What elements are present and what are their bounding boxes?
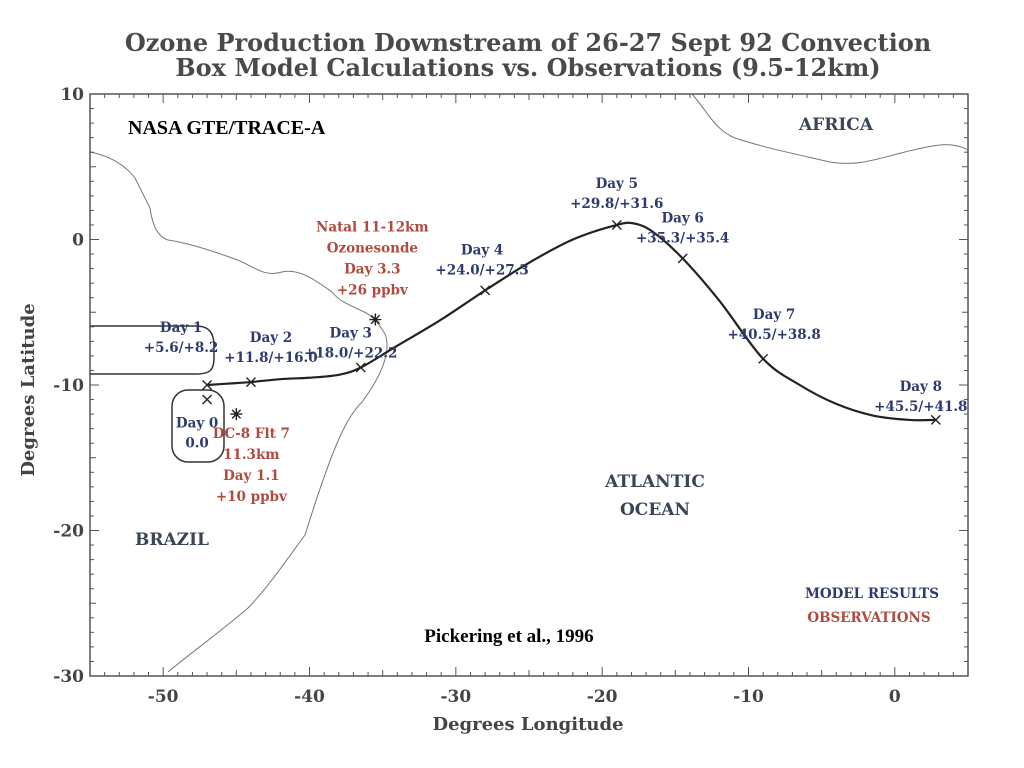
day-marker — [480, 285, 491, 296]
day-label: Day 1 — [160, 320, 202, 336]
day-value-label: 0.0 — [185, 436, 209, 452]
observation-label: Natal 11-12km — [316, 220, 429, 236]
day-value-label: +11.8/+16.0 — [224, 350, 317, 366]
y-tick-label: -20 — [53, 522, 84, 542]
day-label: Day 7 — [753, 307, 795, 323]
day-labels: Day 0 0.0 Day 1 +5.6/+8.2 Day 2 +11.8/+16.0 Da… — [144, 176, 968, 505]
day-label: Day 0 — [176, 416, 218, 432]
day-marker — [611, 219, 622, 230]
observation-markers — [230, 313, 382, 421]
day-label: Day 4 — [461, 242, 503, 258]
ocean-label-line1: ATLANTIC — [604, 472, 705, 492]
day-marker — [758, 353, 769, 364]
day-value-label: +24.0/+27.3 — [435, 262, 528, 278]
day-value-label: +35.3/+35.4 — [636, 230, 729, 246]
trajectory-line — [206, 221, 936, 422]
y-tick-label: 0 — [72, 231, 84, 251]
y-axis-label: Degrees Latitude — [18, 303, 39, 476]
x-axis: -50 -40 -30 -20 -10 0 — [89, 94, 969, 707]
legend-model: MODEL RESULTS — [805, 586, 939, 602]
ocean-label-line2: OCEAN — [620, 500, 690, 520]
africa-label: AFRICA — [798, 115, 874, 135]
day-marker — [930, 414, 941, 425]
day-marker — [245, 377, 256, 388]
day1-enclosure — [90, 325, 215, 375]
day-value-label: +18.0/+22.2 — [304, 346, 397, 362]
x-tick-label: -50 — [148, 687, 179, 707]
day-label: Day 3 — [330, 326, 372, 342]
day-marker — [355, 362, 366, 373]
x-axis-label: Degrees Longitude — [432, 714, 623, 735]
day-label: Day 6 — [661, 210, 703, 226]
citation: Pickering et al., 1996 — [424, 626, 593, 647]
day-marker — [677, 253, 688, 264]
observation-label: +10 ppbv — [216, 489, 288, 505]
y-tick-label: -30 — [53, 667, 84, 687]
x-tick-label: -10 — [733, 687, 764, 707]
x-tick-label: -30 — [440, 687, 471, 707]
day0-enclosure — [171, 389, 225, 463]
day-value-label: +29.8/+31.6 — [570, 196, 663, 212]
day-value-label: +45.5/+41.8 — [874, 399, 967, 415]
campaign-label: NASA GTE/TRACE-A — [128, 117, 326, 139]
y-axis: 10 0 -10 -20 -30 — [53, 85, 968, 687]
observation-label: Day 1.1 — [223, 468, 280, 484]
day-markers — [202, 219, 941, 425]
chart-title: Ozone Production Downstream of 26-27 Sep… — [125, 28, 931, 57]
day-marker — [202, 380, 213, 390]
brazil-label: BRAZIL — [135, 530, 209, 550]
observation-label: Ozonesonde — [327, 241, 418, 257]
observation-label: +26 ppbv — [337, 283, 409, 299]
x-tick-label: 0 — [889, 687, 901, 707]
observation-marker — [230, 408, 243, 421]
day-label: Day 5 — [596, 176, 638, 192]
y-tick-label: 10 — [60, 85, 84, 105]
day-label: Day 2 — [250, 330, 292, 346]
observation-label: DC-8 Flt 7 — [213, 426, 290, 442]
legend-observations: OBSERVATIONS — [807, 610, 930, 626]
day-value-label: +5.6/+8.2 — [144, 340, 219, 356]
x-tick-label: -40 — [294, 687, 325, 707]
day-marker — [202, 394, 213, 405]
observation-label: Day 3.3 — [344, 262, 401, 278]
x-tick-label: -20 — [587, 687, 618, 707]
day-value-label: +40.5/+38.8 — [727, 327, 820, 343]
south-america-coast — [89, 151, 388, 673]
africa-coast — [691, 93, 969, 164]
observation-marker — [369, 313, 382, 326]
day-label: Day 8 — [900, 379, 942, 395]
chart-subtitle: Box Model Calculations vs. Observations … — [175, 53, 880, 82]
observation-label: 11.3km — [223, 447, 280, 463]
y-tick-label: -10 — [53, 376, 84, 396]
